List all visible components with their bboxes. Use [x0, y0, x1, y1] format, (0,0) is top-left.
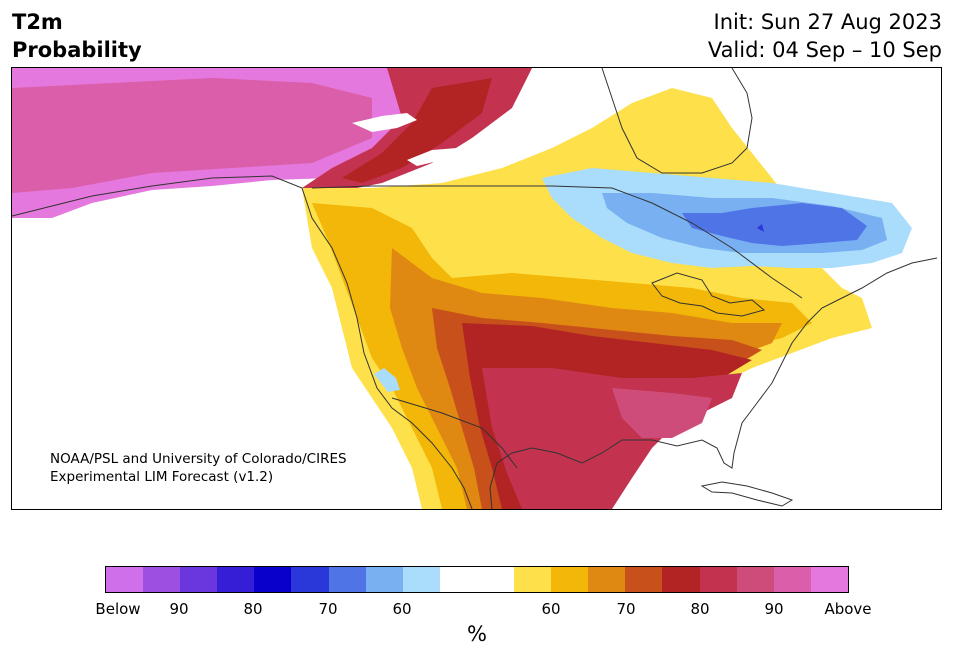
colorbar-segment	[476, 567, 515, 592]
colorbar-segment	[217, 567, 255, 592]
colorbar-tick-above-60: 60	[541, 600, 561, 618]
great-slave-lake	[407, 148, 482, 166]
probability-colorbar	[105, 566, 849, 593]
colorbar-tick-below-60: 60	[392, 600, 412, 618]
field-below-70	[682, 203, 867, 246]
probability-map-svg	[12, 68, 938, 509]
colorbar-segment	[328, 567, 366, 592]
colorbar-segment	[736, 567, 774, 592]
map-title: T2m Probability	[12, 8, 142, 64]
coastline-gulf	[489, 382, 773, 509]
border-us-canada	[311, 185, 803, 299]
colorbar-segment	[551, 567, 589, 592]
forecast-dates: Init: Sun 27 Aug 2023 Valid: 04 Sep – 10…	[708, 8, 942, 64]
great-lakes	[651, 272, 766, 317]
great-bear-lake	[352, 113, 417, 132]
colorbar-tick-below-70: 70	[318, 600, 338, 618]
colorbar-segment	[699, 567, 737, 592]
colorbar-segment	[625, 567, 663, 592]
coastline-east	[771, 257, 938, 384]
colorbar-segment	[106, 567, 144, 592]
valid-range: Valid: 04 Sep – 10 Sep	[707, 38, 942, 62]
colorbar-segment	[365, 567, 403, 592]
colorbar-segment	[662, 567, 700, 592]
colorbar-segment	[143, 567, 181, 592]
field-south-above-85	[482, 368, 742, 509]
coastlines-borders	[12, 68, 938, 509]
colorbar-segment	[773, 567, 811, 592]
colorbar-tick-below: Below	[95, 600, 141, 618]
init-date: Init: Sun 27 Aug 2023	[713, 10, 942, 34]
field-below-baja	[374, 368, 400, 392]
colorbar-tick-above-80: 80	[690, 600, 710, 618]
colorbar-tick-below-80: 80	[243, 600, 263, 618]
colorbar-segment	[588, 567, 626, 592]
colorbar-segment	[402, 567, 440, 592]
coastline-west	[12, 175, 473, 509]
colorbar-segment	[291, 567, 329, 592]
forecast-map: NOAA/PSL and University of Colorado/CIRE…	[11, 67, 942, 510]
title-metric: Probability	[12, 38, 142, 62]
colorbar-segment	[810, 567, 848, 592]
field-above-alaska-core	[12, 78, 372, 193]
shaded-probability-fields	[12, 68, 912, 509]
colorbar-tick-below-90: 90	[169, 600, 189, 618]
credit-model: Experimental LIM Forecast (v1.2)	[50, 469, 274, 485]
map-credit: NOAA/PSL and University of Colorado/CIRE…	[50, 450, 347, 486]
title-variable: T2m	[12, 10, 63, 34]
colorbar-segment	[514, 567, 552, 592]
colorbar-segment	[439, 567, 477, 592]
field-south-above-90	[612, 388, 712, 438]
credit-institution: NOAA/PSL and University of Colorado/CIRE…	[50, 451, 347, 467]
field-nw-canada-ridge	[342, 78, 492, 183]
colorbar-tick-above-70: 70	[616, 600, 636, 618]
cuba	[700, 481, 794, 507]
colorbar-tick-above: Above	[824, 600, 872, 618]
colorbar-segment	[180, 567, 218, 592]
hudson-bay	[601, 68, 753, 174]
colorbar-unit: %	[467, 622, 487, 646]
field-below-75	[757, 224, 764, 232]
colorbar-tick-above-90: 90	[764, 600, 784, 618]
border-us-mexico	[391, 397, 518, 469]
colorbar-segment	[254, 567, 292, 592]
